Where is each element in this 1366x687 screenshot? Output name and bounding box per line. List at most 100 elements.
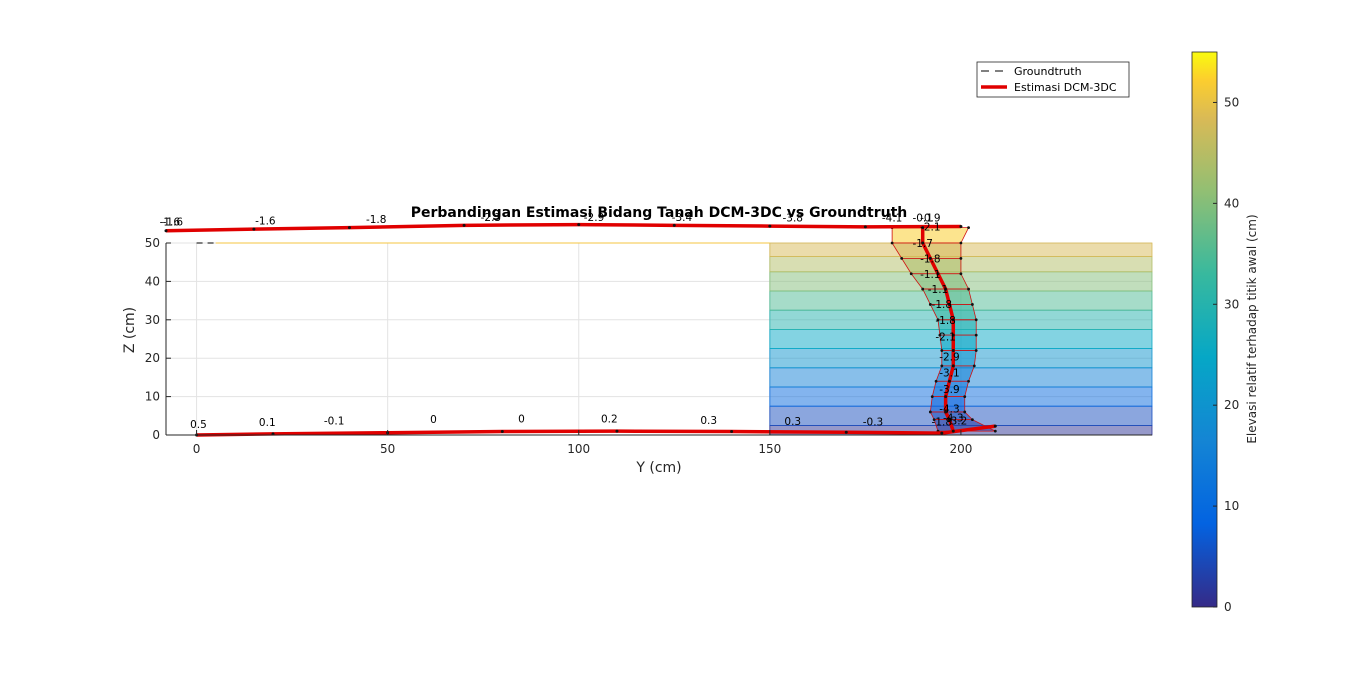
series-estimasi-point bbox=[730, 430, 734, 434]
series-estimasi-point bbox=[462, 223, 466, 227]
top-point-label: -1.8 bbox=[366, 214, 387, 226]
bottom-point-label: -0.3 bbox=[863, 416, 884, 428]
top-point-label: -1.6 bbox=[255, 216, 276, 228]
bottom-point-label: -3.2 bbox=[947, 416, 968, 428]
mesh-node bbox=[974, 333, 978, 337]
mesh-node bbox=[890, 241, 894, 245]
mesh-node bbox=[909, 272, 913, 276]
series-estimasi-point bbox=[921, 241, 925, 245]
legend-box bbox=[976, 61, 1130, 98]
colorbar-tick-label: 0 bbox=[1224, 600, 1232, 614]
mesh-node bbox=[970, 418, 974, 422]
series-estimasi-point bbox=[500, 430, 504, 434]
mesh-node bbox=[936, 318, 940, 322]
colorbar-ticks: 0 10 20 30 40 50 bbox=[1213, 95, 1239, 614]
column-point-label: -1.8 bbox=[935, 315, 956, 327]
series-estimasi-point bbox=[951, 349, 955, 353]
series-lines bbox=[164, 222, 997, 437]
mesh-node bbox=[940, 364, 944, 368]
series-estimasi-line bbox=[165, 222, 961, 233]
y-tick-label: 20 bbox=[145, 351, 160, 365]
colorbar: 0 10 20 30 40 50 Elevasi relatif terhadap tit… bbox=[1191, 51, 1259, 614]
top-point-label: -0.1 bbox=[912, 212, 933, 224]
series-estimasi-point bbox=[951, 333, 955, 337]
top-point-label: -1.6 bbox=[163, 217, 184, 229]
mesh-node bbox=[963, 410, 967, 414]
series-estimasi-point bbox=[951, 318, 955, 322]
bottom-point-label: -0.1 bbox=[324, 416, 345, 428]
mesh-node bbox=[972, 364, 976, 368]
mesh-node bbox=[940, 349, 944, 352]
series-estimasi-point bbox=[844, 430, 848, 434]
bottom-point-label: 0.1 bbox=[259, 417, 276, 429]
column-point-label: -3.1 bbox=[939, 368, 960, 380]
column-point-label: -1.1 bbox=[920, 269, 941, 281]
mesh-node bbox=[938, 333, 942, 337]
mesh-node bbox=[928, 410, 932, 414]
colorbar-tick-label: 50 bbox=[1224, 95, 1239, 109]
mesh-node bbox=[974, 349, 978, 352]
x-axis-label: Y (cm) bbox=[635, 460, 681, 476]
x-tick-label: 50 bbox=[380, 442, 395, 456]
mesh-node bbox=[970, 303, 974, 306]
bottom-point-label: 0.3 bbox=[700, 415, 717, 427]
mesh-node bbox=[930, 395, 934, 398]
colorbar-tick-label: 30 bbox=[1224, 297, 1239, 311]
colorbar-tick-label: 40 bbox=[1224, 196, 1239, 210]
series-estimasi-point bbox=[672, 223, 676, 227]
top-point-label: -3.8 bbox=[783, 212, 804, 224]
column-point-label: -3.9 bbox=[939, 384, 960, 396]
top-point-label: -2.9 bbox=[584, 212, 605, 224]
top-point-label: -3.4 bbox=[672, 212, 693, 224]
colorbar-gradient bbox=[1191, 51, 1218, 608]
top-point-label: -0.9 bbox=[920, 212, 941, 224]
bottom-point-label: 0 bbox=[430, 414, 437, 426]
column-point-label: -1.7 bbox=[912, 238, 933, 250]
series-estimasi-point bbox=[944, 287, 948, 291]
series-estimasi-point bbox=[164, 229, 168, 233]
mesh-node bbox=[974, 318, 978, 322]
x-tick-label: 200 bbox=[949, 442, 972, 456]
colorbar-label: Elevasi relatif terhadap titik awal (cm) bbox=[1245, 214, 1259, 443]
column-point-label: -2.1 bbox=[920, 222, 941, 234]
mesh-node bbox=[967, 226, 970, 230]
series-estimasi-point bbox=[959, 224, 963, 228]
top-point-label: -1.6 bbox=[160, 217, 181, 229]
top-point-label: -4.1 bbox=[882, 212, 903, 224]
colorbar-tick-label: 20 bbox=[1224, 398, 1239, 412]
column-point-label: -1.8 bbox=[932, 299, 953, 311]
y-tick-label: 40 bbox=[145, 274, 160, 288]
series-estimasi-point bbox=[947, 379, 951, 383]
mesh-node bbox=[967, 287, 970, 291]
mesh-node bbox=[921, 287, 925, 291]
x-tick-label: 100 bbox=[567, 442, 590, 456]
series-estimasi-point bbox=[951, 429, 955, 433]
series-estimasi-point bbox=[993, 424, 997, 428]
y-tick-label: 10 bbox=[145, 390, 160, 404]
top-point-label: -2.3 bbox=[481, 212, 502, 224]
column-point-label: -4.3 bbox=[939, 403, 960, 415]
series-estimasi-point bbox=[940, 431, 944, 435]
y-tick-label: 30 bbox=[145, 313, 160, 327]
x-tick-label: 150 bbox=[758, 442, 781, 456]
series-estimasi-point bbox=[947, 418, 951, 422]
legend: Groundtruth Estimasi DCM-3DC bbox=[976, 61, 1130, 98]
series-estimasi-point bbox=[944, 395, 948, 399]
mesh-node bbox=[928, 303, 932, 306]
colorbar-tick-label: 10 bbox=[1224, 499, 1239, 513]
series-estimasi-point bbox=[615, 429, 619, 433]
y-axis-label: Z (cm) bbox=[122, 307, 138, 353]
series-estimasi-point bbox=[577, 223, 581, 227]
chart-title: Perbandingan Estimasi Bidang Tanah DCM-3… bbox=[411, 205, 908, 221]
mesh-node bbox=[993, 429, 997, 433]
column-point-label: -2.1 bbox=[935, 332, 956, 344]
mesh-node bbox=[934, 379, 938, 383]
mesh-node bbox=[963, 395, 967, 398]
series-estimasi-point bbox=[936, 272, 940, 276]
series-estimasi-point bbox=[863, 225, 867, 229]
series-estimasi-point bbox=[951, 364, 955, 368]
series-estimasi-point bbox=[768, 224, 772, 228]
series-estimasi-point bbox=[947, 302, 951, 306]
